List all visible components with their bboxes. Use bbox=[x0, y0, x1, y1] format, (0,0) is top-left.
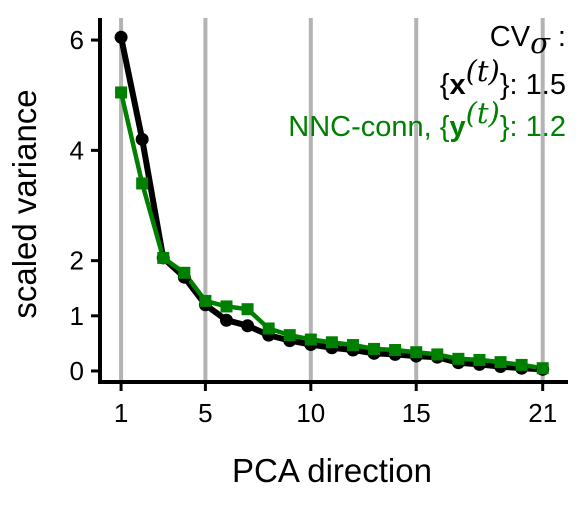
x-tick-label: 15 bbox=[402, 398, 431, 428]
data-point bbox=[368, 342, 381, 355]
x-tick-label: 5 bbox=[198, 398, 212, 428]
data-point bbox=[431, 348, 444, 361]
data-point bbox=[494, 356, 507, 369]
x-tick-label: 21 bbox=[528, 398, 557, 428]
data-point bbox=[304, 333, 317, 346]
axes bbox=[98, 18, 568, 384]
x-tick-label: 1 bbox=[114, 398, 128, 428]
data-point bbox=[114, 30, 128, 44]
data-point bbox=[135, 132, 149, 146]
grid-lines bbox=[119, 18, 545, 382]
y-tick-label: 0 bbox=[70, 356, 84, 386]
data-point bbox=[452, 352, 465, 365]
legend-entry-y: NNC-conn, {y(t)}: 1.2 bbox=[288, 96, 566, 143]
y-tick-label: 1 bbox=[70, 301, 84, 331]
y-tick-label: 4 bbox=[70, 135, 84, 165]
data-point bbox=[410, 346, 423, 359]
legend: CVσ : {x(t)}: 1.5 NNC-conn, {y(t)}: 1.2 bbox=[288, 21, 566, 143]
data-point bbox=[389, 344, 402, 357]
data-point bbox=[515, 358, 528, 371]
y-tick-label: 2 bbox=[70, 246, 84, 276]
legend-title: CVσ : bbox=[490, 21, 566, 60]
series-group bbox=[114, 30, 550, 376]
data-point bbox=[473, 353, 486, 366]
data-point bbox=[157, 251, 170, 264]
data-point bbox=[219, 313, 233, 327]
data-point bbox=[241, 319, 255, 333]
data-point bbox=[136, 177, 149, 190]
y-tick-label: 6 bbox=[70, 25, 84, 55]
data-point bbox=[115, 86, 128, 99]
data-point bbox=[178, 266, 191, 279]
y-axis-label: scaled variance bbox=[6, 89, 43, 318]
data-point bbox=[241, 303, 254, 316]
data-point bbox=[199, 294, 212, 307]
data-point bbox=[346, 339, 359, 352]
x-axis-label: PCA direction bbox=[232, 452, 432, 489]
x-tick-label: 10 bbox=[296, 398, 325, 428]
data-point bbox=[536, 362, 549, 375]
data-point bbox=[325, 336, 338, 349]
legend-entry-x: {x(t)}: 1.5 bbox=[440, 54, 566, 101]
data-point bbox=[262, 322, 275, 335]
data-point bbox=[283, 329, 296, 342]
data-point bbox=[220, 300, 233, 313]
